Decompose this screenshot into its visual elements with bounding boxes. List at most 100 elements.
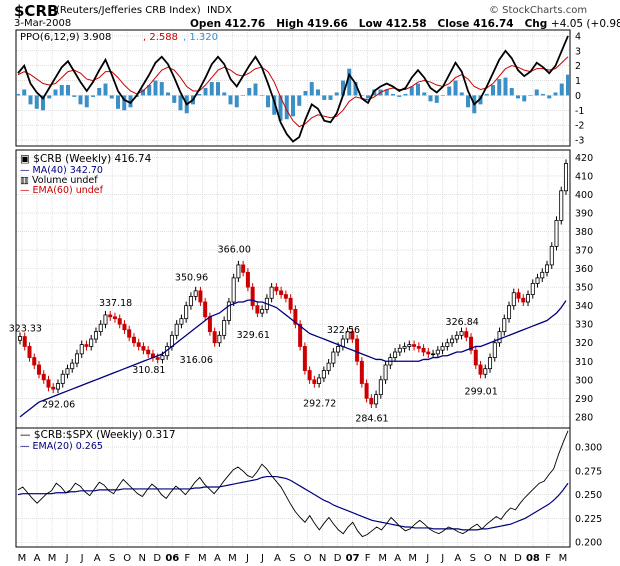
ppo-histogram-bar [522, 95, 527, 102]
price-candle [369, 397, 374, 405]
price-candle [70, 362, 75, 370]
ppo-histogram-bar [91, 95, 95, 97]
price-candle [416, 346, 421, 349]
ppo-histogram-bar [109, 95, 114, 99]
price-annotation: 326.84 [446, 317, 479, 328]
ppo-histogram-bar [491, 85, 495, 96]
price-candle [488, 357, 493, 370]
price-annotation: 366.00 [218, 244, 251, 255]
ppo-histogram-bar [453, 80, 458, 96]
price-candle [36, 364, 41, 375]
open-label: Open [190, 18, 222, 30]
price-annotation: 292.72 [303, 398, 336, 409]
y-tick-label: 0.225 [575, 514, 602, 525]
ppo-legend-label: PPO(6,12,9) 3.908 [20, 32, 111, 43]
x-tick-label: J [65, 553, 69, 564]
price-annotation: 322.56 [327, 325, 360, 336]
open-value: 412.76 [224, 18, 266, 30]
y-tick-label: 1 [575, 76, 581, 87]
price-annotation: 310.81 [132, 365, 165, 376]
price-candle [317, 377, 322, 384]
x-tick-label: J [245, 553, 249, 564]
price-candle [207, 316, 212, 333]
ppo-legend-histogram: , 1.320 [183, 32, 218, 43]
price-candle [122, 323, 127, 331]
x-tick-label: A [94, 553, 101, 564]
close-value: 416.74 [473, 18, 514, 30]
price-annotation: 299.01 [465, 387, 498, 398]
y-tick-label: 0.300 [575, 443, 602, 454]
price-candle [55, 383, 60, 390]
price-candle [336, 346, 341, 353]
ppo-histogram-bar [22, 89, 27, 96]
ratio-ema-line [17, 475, 569, 531]
price-candle [250, 286, 255, 307]
ratio-line [17, 430, 569, 538]
x-tick-label: 08 [526, 553, 540, 564]
price-candle [435, 349, 440, 355]
y-tick-label: 0.250 [575, 490, 602, 501]
ppo-histogram-bar [72, 95, 77, 97]
ppo-histogram-bar [241, 95, 245, 96]
low-label: Low [358, 18, 383, 30]
ppo-histogram-bar [278, 95, 283, 121]
ppo-histogram-bar [428, 95, 433, 102]
y-tick-label: 0.275 [575, 466, 602, 477]
x-tick-label: O [304, 553, 312, 564]
price-candle [89, 338, 94, 347]
ppo-histogram-bar [34, 95, 39, 109]
ppo-histogram-bar [366, 95, 370, 99]
x-tick-label: J [425, 553, 429, 564]
price-candle [483, 368, 488, 375]
price-candle [160, 355, 165, 360]
price-candle [22, 336, 27, 347]
x-tick-label: J [260, 553, 264, 564]
ppo-histogram-bar [284, 95, 289, 120]
price-candle [236, 264, 241, 279]
ppo-histogram-bar [447, 86, 452, 96]
price-candle [226, 301, 231, 321]
price-candle [217, 334, 222, 344]
price-candle [440, 346, 445, 351]
price-candle [331, 351, 336, 364]
ppo-histogram-bar [159, 82, 164, 96]
ppo-histogram-bar [309, 82, 314, 96]
ppo-histogram-bar [484, 93, 489, 96]
price-candle [174, 323, 179, 336]
x-tick-label: F [184, 553, 190, 564]
y-tick-label: 390 [575, 209, 593, 220]
price-candle [65, 368, 70, 375]
close-label: Close [437, 18, 470, 30]
price-candle [431, 353, 436, 356]
price-candle [188, 296, 193, 307]
price-annotation: 329.61 [237, 330, 270, 341]
price-candle [274, 286, 279, 292]
y-tick-label: 350 [575, 283, 593, 294]
chart-date: 3-Mar-2008 [14, 18, 72, 29]
x-tick-label: M [48, 553, 57, 564]
x-tick-label: S [470, 553, 476, 564]
price-candle [93, 331, 98, 340]
ppo-histogram-bar [459, 92, 464, 96]
price-candle [212, 331, 217, 344]
y-tick-label: 0.200 [575, 538, 602, 549]
y-tick-label: 310 [575, 357, 593, 368]
price-candle [521, 297, 526, 303]
price-candle [321, 370, 326, 379]
price-candle [112, 316, 117, 320]
x-tick-label: N [499, 553, 506, 564]
price-candle [445, 342, 450, 347]
x-tick-label: A [454, 553, 461, 564]
price-annotation: 323.33 [9, 324, 42, 335]
x-tick-label: M [559, 553, 568, 564]
price-candle [554, 220, 559, 247]
price-candle [464, 331, 469, 338]
x-tick-label: A [214, 553, 221, 564]
price-annotation: 316.06 [180, 355, 213, 366]
price-candle [184, 305, 189, 320]
price-candle [473, 349, 478, 366]
price-legend-ema: — EMA(60) undef [20, 185, 104, 196]
ppo-histogram-bar [59, 85, 64, 96]
chart-name: (Reuters/Jefferies CRB Index) [56, 5, 201, 16]
price-candle [269, 286, 274, 299]
